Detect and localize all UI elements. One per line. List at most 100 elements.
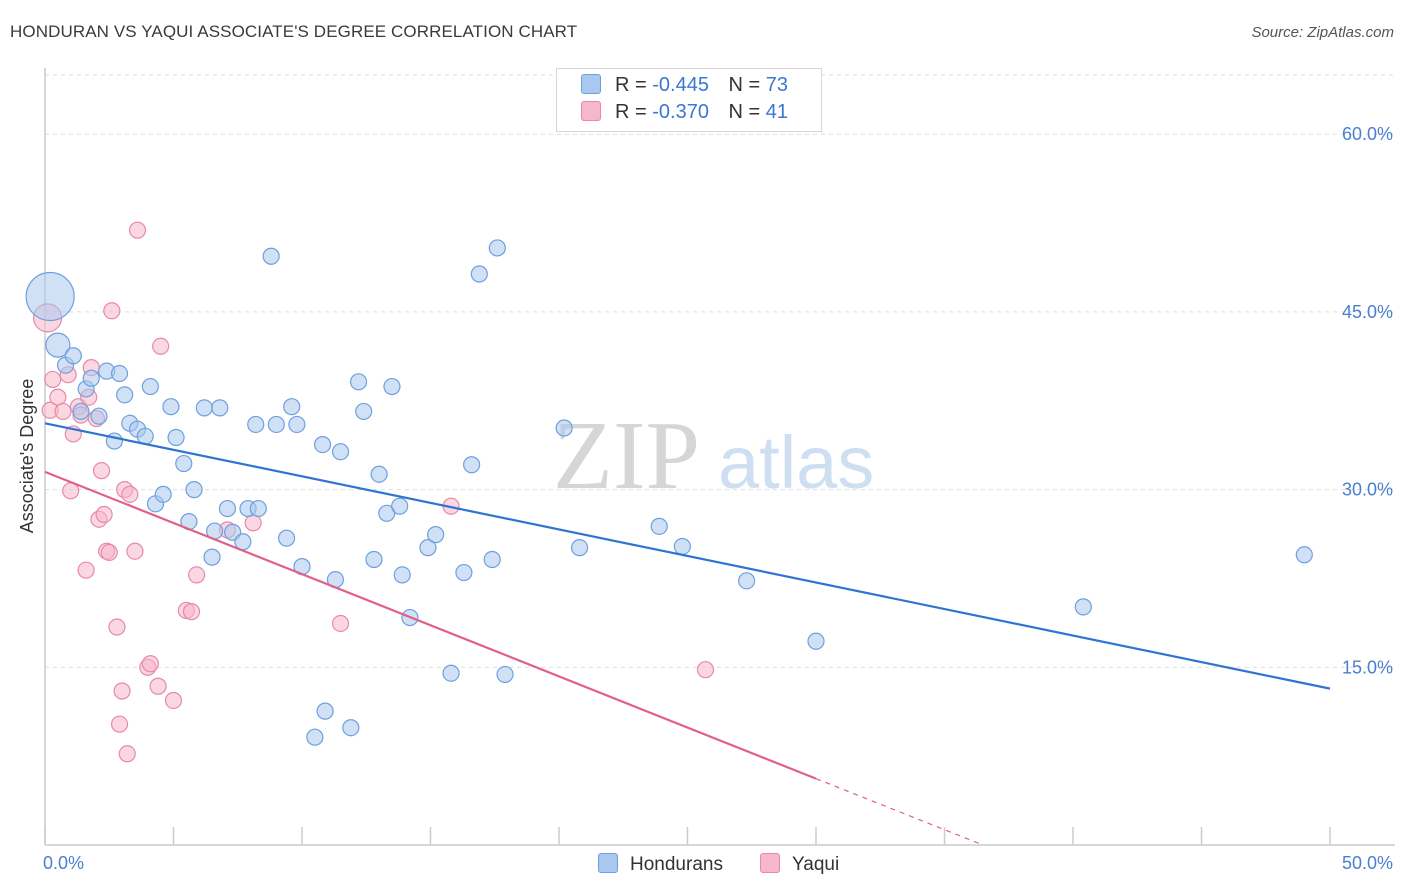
data-point	[349, 373, 368, 391]
data-point	[331, 614, 350, 633]
legend-n-value: 41	[765, 101, 789, 123]
data-point	[116, 386, 134, 404]
data-point	[203, 548, 221, 566]
data-point	[110, 715, 129, 733]
data-point	[277, 529, 296, 547]
data-point	[483, 550, 501, 569]
data-point	[288, 415, 306, 434]
legend-item-yaqui[interactable]: Yaqui	[760, 853, 839, 876]
blue-swatch	[598, 853, 618, 873]
data-point	[185, 481, 203, 499]
watermark-atlas: atlas	[718, 421, 874, 504]
data-point	[64, 347, 82, 365]
data-point	[738, 572, 756, 590]
legend-row-yaqui: R = -0.370 N = 41	[581, 101, 788, 127]
data-point	[342, 719, 360, 737]
data-point	[391, 497, 409, 515]
data-point	[100, 543, 118, 562]
data-point	[141, 377, 159, 396]
data-point	[45, 332, 71, 358]
y-tick-label: 15.0%	[1342, 657, 1393, 677]
pink-swatch	[760, 853, 780, 873]
series-legend: Hondurans Yaqui	[0, 850, 1406, 880]
data-point	[54, 402, 72, 421]
data-point	[175, 454, 193, 473]
data-point	[90, 407, 108, 425]
chart-source: Source: ZipAtlas.com	[1251, 24, 1394, 41]
watermark-zip: ZIP	[553, 402, 700, 510]
data-point	[103, 302, 121, 320]
data-point	[154, 485, 172, 503]
data-point	[95, 505, 113, 524]
data-point	[283, 398, 301, 416]
data-point	[77, 561, 95, 579]
trend-lines	[44, 422, 1331, 846]
legend-r-label: R =	[615, 74, 647, 96]
data-point	[673, 537, 691, 556]
data-point	[44, 370, 62, 389]
data-point	[331, 443, 350, 461]
data-point	[355, 402, 373, 421]
data-point	[419, 539, 437, 557]
data-point	[306, 728, 324, 746]
legend-item-hondurans[interactable]: Hondurans	[598, 853, 723, 876]
y-tick-label: 60.0%	[1342, 124, 1393, 144]
grid	[45, 74, 1395, 668]
data-point	[118, 745, 136, 763]
data-point	[365, 550, 383, 569]
data-point	[496, 665, 514, 684]
data-point	[1074, 598, 1092, 616]
data-point	[108, 618, 126, 636]
data-point	[488, 239, 506, 257]
data-point	[188, 566, 206, 584]
data-point	[313, 436, 332, 454]
data-point	[218, 499, 237, 518]
data-point	[383, 377, 401, 396]
data-point	[247, 415, 265, 434]
y-axis-label: Associate's Degree	[17, 379, 37, 534]
legend-n-value: 73	[765, 74, 789, 96]
y-tick-label: 30.0%	[1342, 480, 1393, 500]
legend-r-value: -0.445	[652, 74, 709, 96]
data-point	[82, 369, 100, 387]
yaqui-trend-line	[44, 470, 817, 780]
chart-title: HONDURAN VS YAQUI ASSOCIATE'S DEGREE COR…	[10, 22, 578, 41]
data-point	[1295, 546, 1313, 564]
data-point	[316, 702, 334, 720]
data-point	[650, 517, 668, 535]
data-point	[25, 271, 75, 322]
y-tick-label: 45.0%	[1342, 302, 1393, 322]
hondurans-trend-line	[44, 422, 1331, 690]
axes	[44, 68, 1395, 846]
legend-n-label: N =	[728, 74, 761, 96]
data-point	[162, 398, 180, 416]
data-point	[570, 539, 589, 557]
data-point	[442, 664, 460, 682]
data-point	[113, 682, 131, 700]
tick-labels: 15.0% 30.0% 45.0% 60.0% 0.0% 50.0%	[43, 124, 1393, 873]
data-point	[427, 526, 445, 544]
legend-label-yaqui: Yaqui	[792, 854, 840, 875]
data-point	[455, 563, 473, 582]
data-point	[141, 655, 159, 673]
legend-n-label: N =	[728, 101, 761, 123]
legend-r-label: R =	[615, 101, 647, 123]
data-point	[126, 542, 144, 560]
data-point	[249, 499, 267, 518]
data-point	[370, 465, 388, 483]
data-point	[244, 514, 262, 532]
legend-row-hondurans: R = -0.445 N = 73	[581, 74, 788, 100]
pink-swatch	[581, 101, 601, 121]
correlation-legend: R = -0.445 N = 73 R = -0.370 N = 41	[556, 68, 822, 132]
data-point	[167, 428, 185, 447]
data-point	[195, 399, 213, 417]
blue-swatch	[581, 74, 601, 94]
data-point	[267, 415, 285, 434]
x-tick-label-max: 50.0%	[1342, 853, 1393, 873]
data-point	[92, 462, 111, 480]
data-point	[807, 632, 825, 650]
data-point	[128, 221, 147, 239]
data-point	[72, 402, 90, 421]
data-point	[555, 419, 573, 437]
data-point	[262, 247, 280, 265]
